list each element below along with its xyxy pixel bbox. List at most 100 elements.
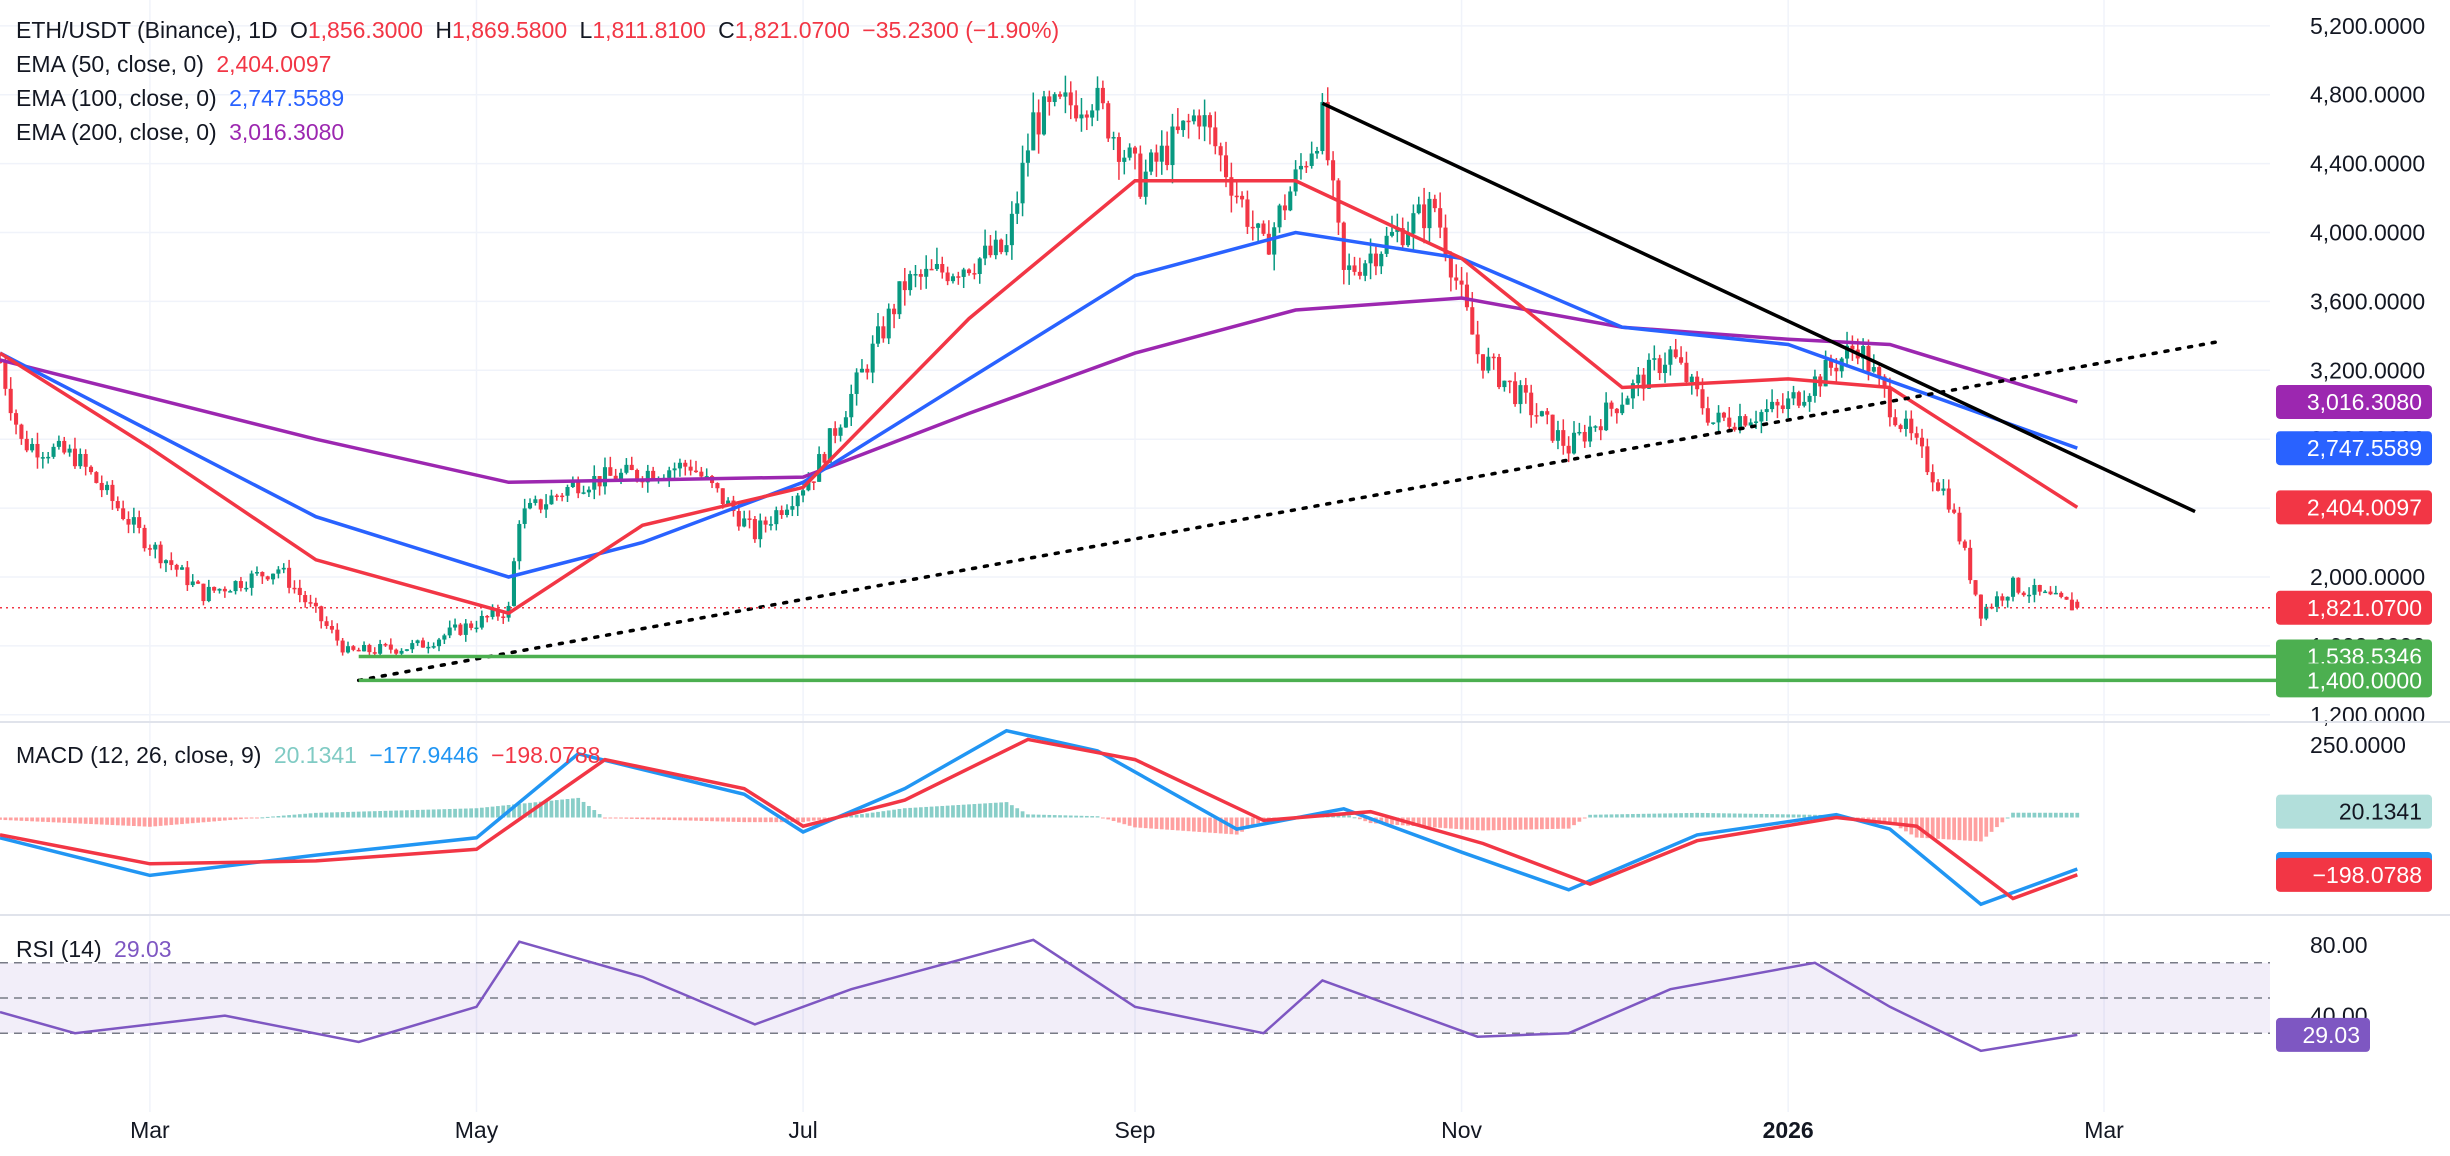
macd-histogram-bar bbox=[2059, 812, 2064, 818]
candle-body bbox=[1261, 223, 1266, 234]
macd-histogram-bar bbox=[3, 817, 8, 821]
candle-body bbox=[833, 428, 838, 436]
macd-histogram-bar bbox=[1791, 814, 1796, 818]
macd-histogram-bar bbox=[1438, 817, 1443, 828]
candle-body bbox=[1893, 417, 1898, 426]
ema100-line bbox=[0, 230, 2078, 579]
pane-separator-rsi[interactable] bbox=[0, 914, 2450, 916]
candle-body bbox=[1384, 235, 1389, 254]
macd-histogram-bar bbox=[865, 813, 870, 818]
macd-histogram-bar bbox=[1754, 813, 1758, 818]
candle-body bbox=[351, 646, 356, 650]
macd-histogram-bar bbox=[1133, 817, 1137, 828]
candle-body bbox=[602, 467, 608, 487]
macd-histogram-bar bbox=[1673, 813, 1678, 818]
candle-body bbox=[249, 573, 254, 588]
macd-histogram-bar bbox=[458, 808, 463, 818]
macd-histogram-bar bbox=[1705, 813, 1710, 818]
candle-body bbox=[1941, 488, 1946, 491]
macd-histogram-bar bbox=[1250, 817, 1255, 827]
candle-body bbox=[388, 644, 393, 650]
macd-histogram-bar bbox=[902, 808, 907, 818]
macd-histogram-bar bbox=[1716, 813, 1721, 818]
candle-body bbox=[1657, 358, 1662, 374]
ema50-legend[interactable]: EMA (50, close, 0) 2,404.0097 bbox=[16, 50, 337, 78]
candle-body bbox=[212, 586, 217, 591]
macd-histogram-bar bbox=[694, 817, 698, 821]
macd-histogram-bar bbox=[1882, 817, 1887, 822]
candle-body bbox=[1406, 233, 1411, 246]
candle-body bbox=[1400, 228, 1405, 246]
candle-body bbox=[254, 572, 260, 574]
candle-body bbox=[2027, 594, 2032, 597]
macd-histogram-bar bbox=[1390, 817, 1394, 825]
macd-legend[interactable]: MACD (12, 26, close, 9) 20.1341 −177.944… bbox=[16, 741, 606, 769]
candle-body bbox=[1090, 110, 1095, 118]
candle-body bbox=[1834, 367, 1839, 372]
macd-histogram-bar bbox=[849, 815, 854, 818]
candle-body bbox=[1464, 284, 1469, 308]
macd-histogram-bar bbox=[126, 817, 131, 826]
symbol-title[interactable]: ETH/USDT (Binance), 1D bbox=[16, 17, 278, 43]
candle-body bbox=[1122, 157, 1127, 162]
macd-histogram-bar bbox=[924, 806, 929, 818]
macd-histogram-bar bbox=[554, 800, 559, 818]
macd-histogram-bar bbox=[2075, 812, 2080, 818]
macd-histogram-bar bbox=[999, 802, 1004, 818]
macd-histogram-bar bbox=[1090, 816, 1095, 818]
candle-body bbox=[768, 524, 773, 526]
macd-histogram-bar bbox=[1117, 817, 1121, 823]
candle-body bbox=[961, 269, 966, 277]
macd-histogram-bar bbox=[340, 812, 345, 818]
macd-histogram-bar bbox=[1920, 817, 1924, 838]
candle-body bbox=[549, 495, 554, 505]
macd-histogram-bar bbox=[1427, 817, 1432, 828]
candle-body bbox=[469, 623, 474, 628]
macd-histogram-bar bbox=[1111, 817, 1116, 822]
macd-histogram-bar bbox=[62, 817, 67, 823]
candle-body bbox=[495, 609, 500, 617]
candle-body bbox=[801, 490, 806, 496]
macd-histogram-bar bbox=[276, 816, 281, 818]
macd-histogram-bar bbox=[1432, 817, 1437, 828]
macd-histogram-bar bbox=[1556, 817, 1560, 829]
candle-body bbox=[260, 572, 265, 577]
candle-body bbox=[2032, 584, 2037, 595]
low-value: 1,811.8100 bbox=[592, 17, 706, 43]
macd-histogram-bar bbox=[2053, 812, 2058, 818]
ema200-legend[interactable]: EMA (200, close, 0) 3,016.3080 bbox=[16, 118, 350, 146]
candle-body bbox=[1759, 412, 1764, 422]
candlesticks bbox=[0, 75, 2080, 658]
macd-histogram-bar bbox=[876, 811, 880, 818]
macd-histogram-bar bbox=[1101, 817, 1105, 819]
macd-line-value: −177.9446 bbox=[369, 742, 479, 768]
time-axis-label: Jul bbox=[788, 1117, 817, 1143]
candle-body bbox=[115, 501, 120, 509]
candle-body bbox=[1432, 198, 1437, 209]
macd-histogram-bar bbox=[110, 817, 115, 826]
macd-histogram-bar bbox=[153, 817, 158, 827]
candle-body bbox=[1149, 152, 1154, 172]
candle-body bbox=[790, 506, 795, 510]
macd-histogram-bar bbox=[346, 811, 350, 818]
time-axis-label: Mar bbox=[130, 1117, 170, 1143]
macd-histogram-bar bbox=[1545, 817, 1550, 830]
macd-histogram-bar bbox=[597, 814, 602, 818]
macd-histogram-bar bbox=[367, 811, 372, 818]
candle-body bbox=[292, 587, 297, 590]
macd-histogram-bar bbox=[105, 817, 109, 825]
ema100-legend[interactable]: EMA (100, close, 0) 2,747.5589 bbox=[16, 84, 350, 112]
candle-body bbox=[988, 245, 993, 256]
price-tag-bg bbox=[2276, 663, 2432, 698]
candle-body bbox=[1577, 431, 1582, 434]
rsi-legend[interactable]: RSI (14) 29.03 bbox=[16, 935, 178, 963]
pane-separator-macd[interactable] bbox=[0, 721, 2450, 723]
candle-body bbox=[83, 453, 88, 467]
macd-histogram-bar bbox=[1775, 814, 1780, 818]
candle-body bbox=[1095, 87, 1100, 111]
candle-body bbox=[1598, 426, 1603, 431]
macd-histogram-bar bbox=[983, 803, 987, 818]
macd-histogram-bar bbox=[1470, 817, 1475, 830]
candle-body bbox=[1427, 198, 1432, 229]
